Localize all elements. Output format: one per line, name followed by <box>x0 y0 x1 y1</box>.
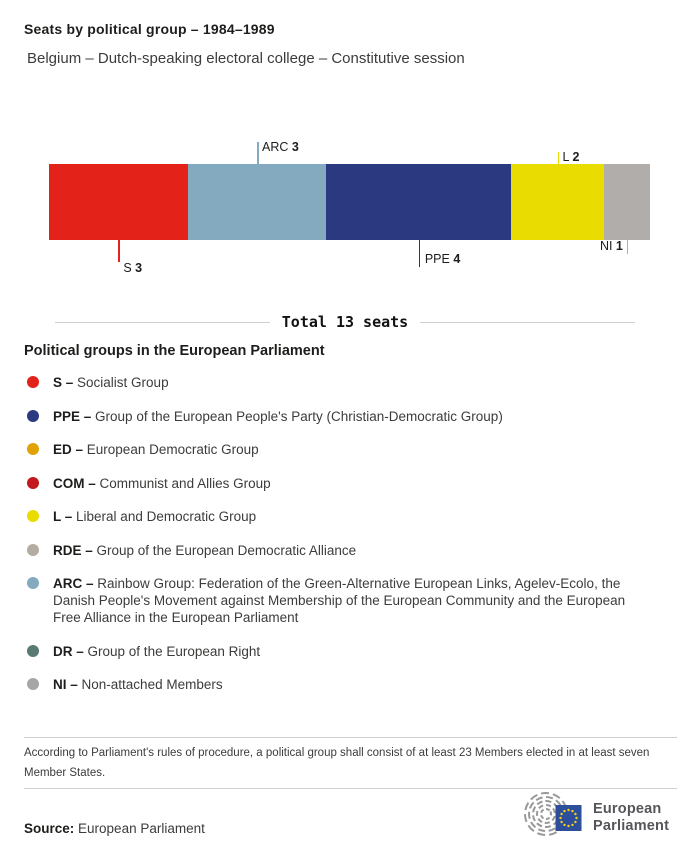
bar-segment-L <box>511 164 604 240</box>
group-code: COM – <box>53 475 96 491</box>
footer-divider-top <box>24 737 677 738</box>
group-name: Group of the European Right <box>87 643 261 659</box>
total-seats-label: Total 13 seats <box>281 313 409 331</box>
group-code: DR – <box>53 643 84 659</box>
bar-label-ARC: ARC 3 <box>262 139 299 154</box>
group-color-dot <box>27 376 39 388</box>
legend-item: NI – Non-attached Members <box>27 676 667 693</box>
bar-segment-NI <box>603 164 650 240</box>
ep-logo: European Parliament <box>522 792 669 844</box>
group-code: NI – <box>53 677 78 692</box>
bar-segment-S <box>49 164 188 240</box>
group-code: PPE – <box>53 408 92 424</box>
legend-item: ARC – Rainbow Group: Federation of the G… <box>27 575 667 626</box>
bar-label-L: L 2 <box>562 149 580 164</box>
legend-item: S – Socialist Group <box>27 374 667 391</box>
leader-line-L <box>557 152 560 164</box>
bar-label-PPE: PPE 4 <box>424 251 461 266</box>
bar-label-S: S 3 <box>123 261 143 275</box>
group-name: Communist and Allies Group <box>99 475 271 491</box>
source-line: Source: European Parliament <box>24 821 205 836</box>
divider-line-left <box>55 321 270 323</box>
leader-line-PPE <box>418 240 421 267</box>
legend-item: DR – Group of the European Right <box>27 643 667 660</box>
group-color-dot <box>27 443 39 455</box>
footer-divider-bottom <box>24 788 677 789</box>
group-code: ARC – <box>53 576 94 591</box>
group-code: L – <box>53 509 73 524</box>
leader-line-ARC <box>257 142 259 164</box>
group-color-dot <box>27 678 39 690</box>
group-name: Non-attached Members <box>81 677 223 692</box>
bar-segment-ARC <box>187 164 327 240</box>
ep-logo-text-line1: European <box>593 801 662 817</box>
legend-list: S – Socialist Group PPE – Group of the E… <box>27 374 667 710</box>
total-seats-divider: Total 13 seats <box>55 313 635 331</box>
group-name: Group of the European People's Party (Ch… <box>95 408 503 424</box>
page-subtitle: Belgium – Dutch-speaking electoral colle… <box>27 50 465 67</box>
footnote: According to Parliament's rules of proce… <box>24 747 650 779</box>
ep-hemicycle-icon <box>524 792 582 836</box>
leader-line-NI <box>626 240 629 254</box>
ep-logo-text-line2: Parliament <box>593 818 670 834</box>
source-value: European Parliament <box>78 821 205 836</box>
group-color-dot <box>27 644 39 657</box>
group-color-dot <box>27 476 39 489</box>
group-color-dot <box>27 510 39 522</box>
group-name: European Democratic Group <box>86 442 259 457</box>
group-name: Liberal and Democratic Group <box>76 509 257 524</box>
source-label: Source: <box>24 821 75 836</box>
legend-item: PPE – Group of the European People's Par… <box>27 408 667 425</box>
legend-heading: Political groups in the European Parliam… <box>24 343 325 359</box>
legend-item: RDE – Group of the European Democratic A… <box>27 542 667 559</box>
ep-logo-text: European Parliament <box>593 801 669 835</box>
leader-line-S <box>118 240 120 262</box>
group-name: Group of the European Democratic Allianc… <box>96 542 357 558</box>
group-color-dot <box>27 543 39 556</box>
group-color-dot <box>27 577 39 589</box>
group-code: S – <box>53 375 74 390</box>
group-code: RDE – <box>53 542 93 558</box>
legend-item: ED – European Democratic Group <box>27 441 667 458</box>
bar-label-NI: NI 1 <box>599 238 623 253</box>
divider-line-right <box>420 321 635 323</box>
group-name: Socialist Group <box>77 375 169 390</box>
legend-item: COM – Communist and Allies Group <box>27 475 667 492</box>
group-code: ED – <box>53 442 84 457</box>
bar-segment-PPE <box>326 164 512 240</box>
page-title: Seats by political group – 1984–1989 <box>24 21 275 37</box>
eu-flag-icon <box>555 805 582 831</box>
group-name: Rainbow Group: Federation of the Green-A… <box>53 576 626 625</box>
group-color-dot <box>27 409 39 422</box>
seat-bar <box>49 164 650 240</box>
legend-item: L – Liberal and Democratic Group <box>27 508 667 525</box>
